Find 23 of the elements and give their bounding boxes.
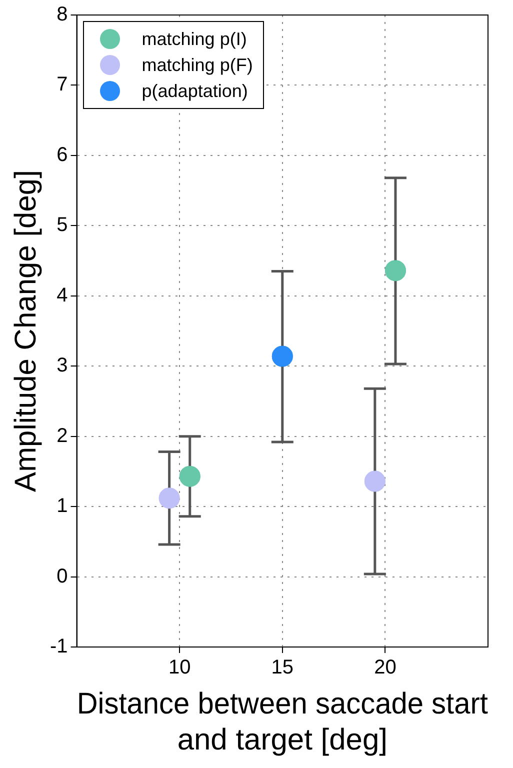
y-tick-label: 4 (56, 284, 68, 306)
legend-label: p(adaptation) (142, 80, 248, 103)
y-tick-label: 0 (56, 565, 68, 588)
point (179, 466, 200, 487)
y-tick-label: 2 (56, 424, 68, 447)
legend-label: matching p(F) (142, 54, 253, 77)
x-tick-label: 20 (374, 656, 396, 679)
point (364, 470, 386, 492)
y-tick-label: 3 (56, 354, 68, 377)
legend-label: matching p(I) (142, 28, 247, 51)
y-tick-label: 1 (56, 495, 68, 518)
y-tick-label: -1 (50, 636, 68, 658)
y-tick-label: 6 (56, 144, 68, 166)
y-tick-label: 5 (56, 214, 68, 236)
point (272, 346, 293, 367)
point (384, 260, 406, 282)
point (158, 488, 180, 509)
x-tick-label: 10 (168, 656, 191, 679)
y-tick-label: 8 (56, 4, 68, 26)
x-axis-title: Distance between saccade start and target [deg] (76, 686, 488, 756)
y-tick-label: 7 (56, 74, 68, 96)
y-axis-title: Amplitude Change [deg] (9, 170, 42, 492)
x-tick-label: 15 (271, 656, 294, 679)
